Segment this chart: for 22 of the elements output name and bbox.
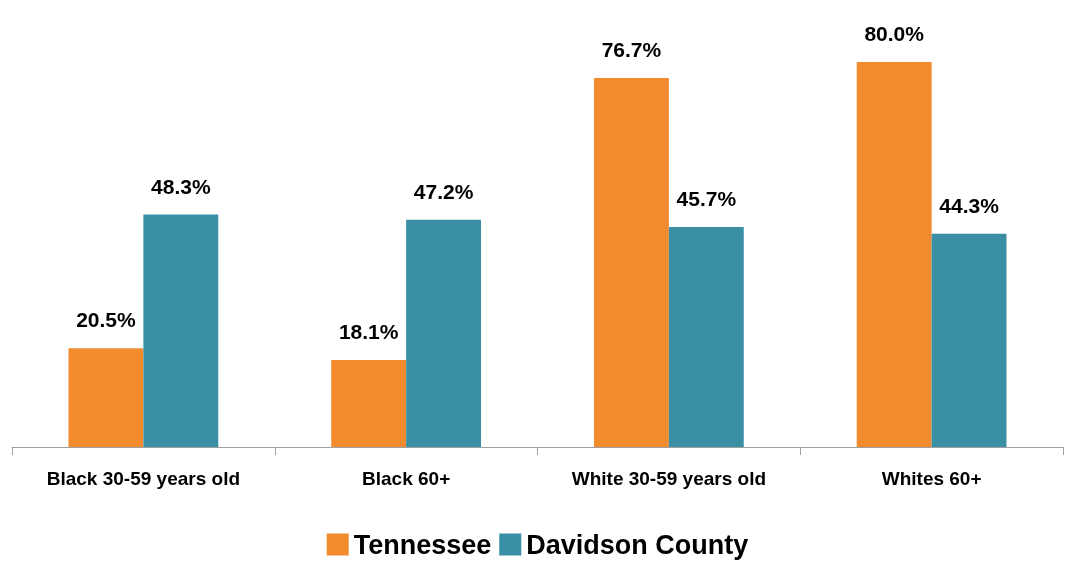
legend-label: Davidson County <box>526 529 749 560</box>
bar <box>931 233 1007 447</box>
data-label: 44.3% <box>939 193 1000 217</box>
bar <box>143 214 219 447</box>
bar <box>593 77 669 447</box>
data-label: 18.1% <box>338 319 399 343</box>
x-tick-label: Whites 60+ <box>881 468 982 489</box>
x-tick-label: White 30-59 years old <box>571 468 767 489</box>
bar <box>406 219 482 447</box>
data-label: 45.7% <box>676 187 737 211</box>
bar <box>331 359 407 447</box>
data-label: 48.3% <box>151 174 211 198</box>
legend-label: Tennessee <box>353 529 492 560</box>
data-label: 76.7% <box>601 37 662 61</box>
data-label: 47.2% <box>413 179 474 203</box>
bar <box>68 348 144 447</box>
x-tick-label: Black 30-59 years old <box>46 468 241 489</box>
data-label: 20.5% <box>76 308 137 332</box>
bar <box>668 227 744 447</box>
data-label: 80.0% <box>864 22 925 45</box>
x-tick-label: Black 60+ <box>362 468 451 489</box>
bar <box>856 62 932 447</box>
